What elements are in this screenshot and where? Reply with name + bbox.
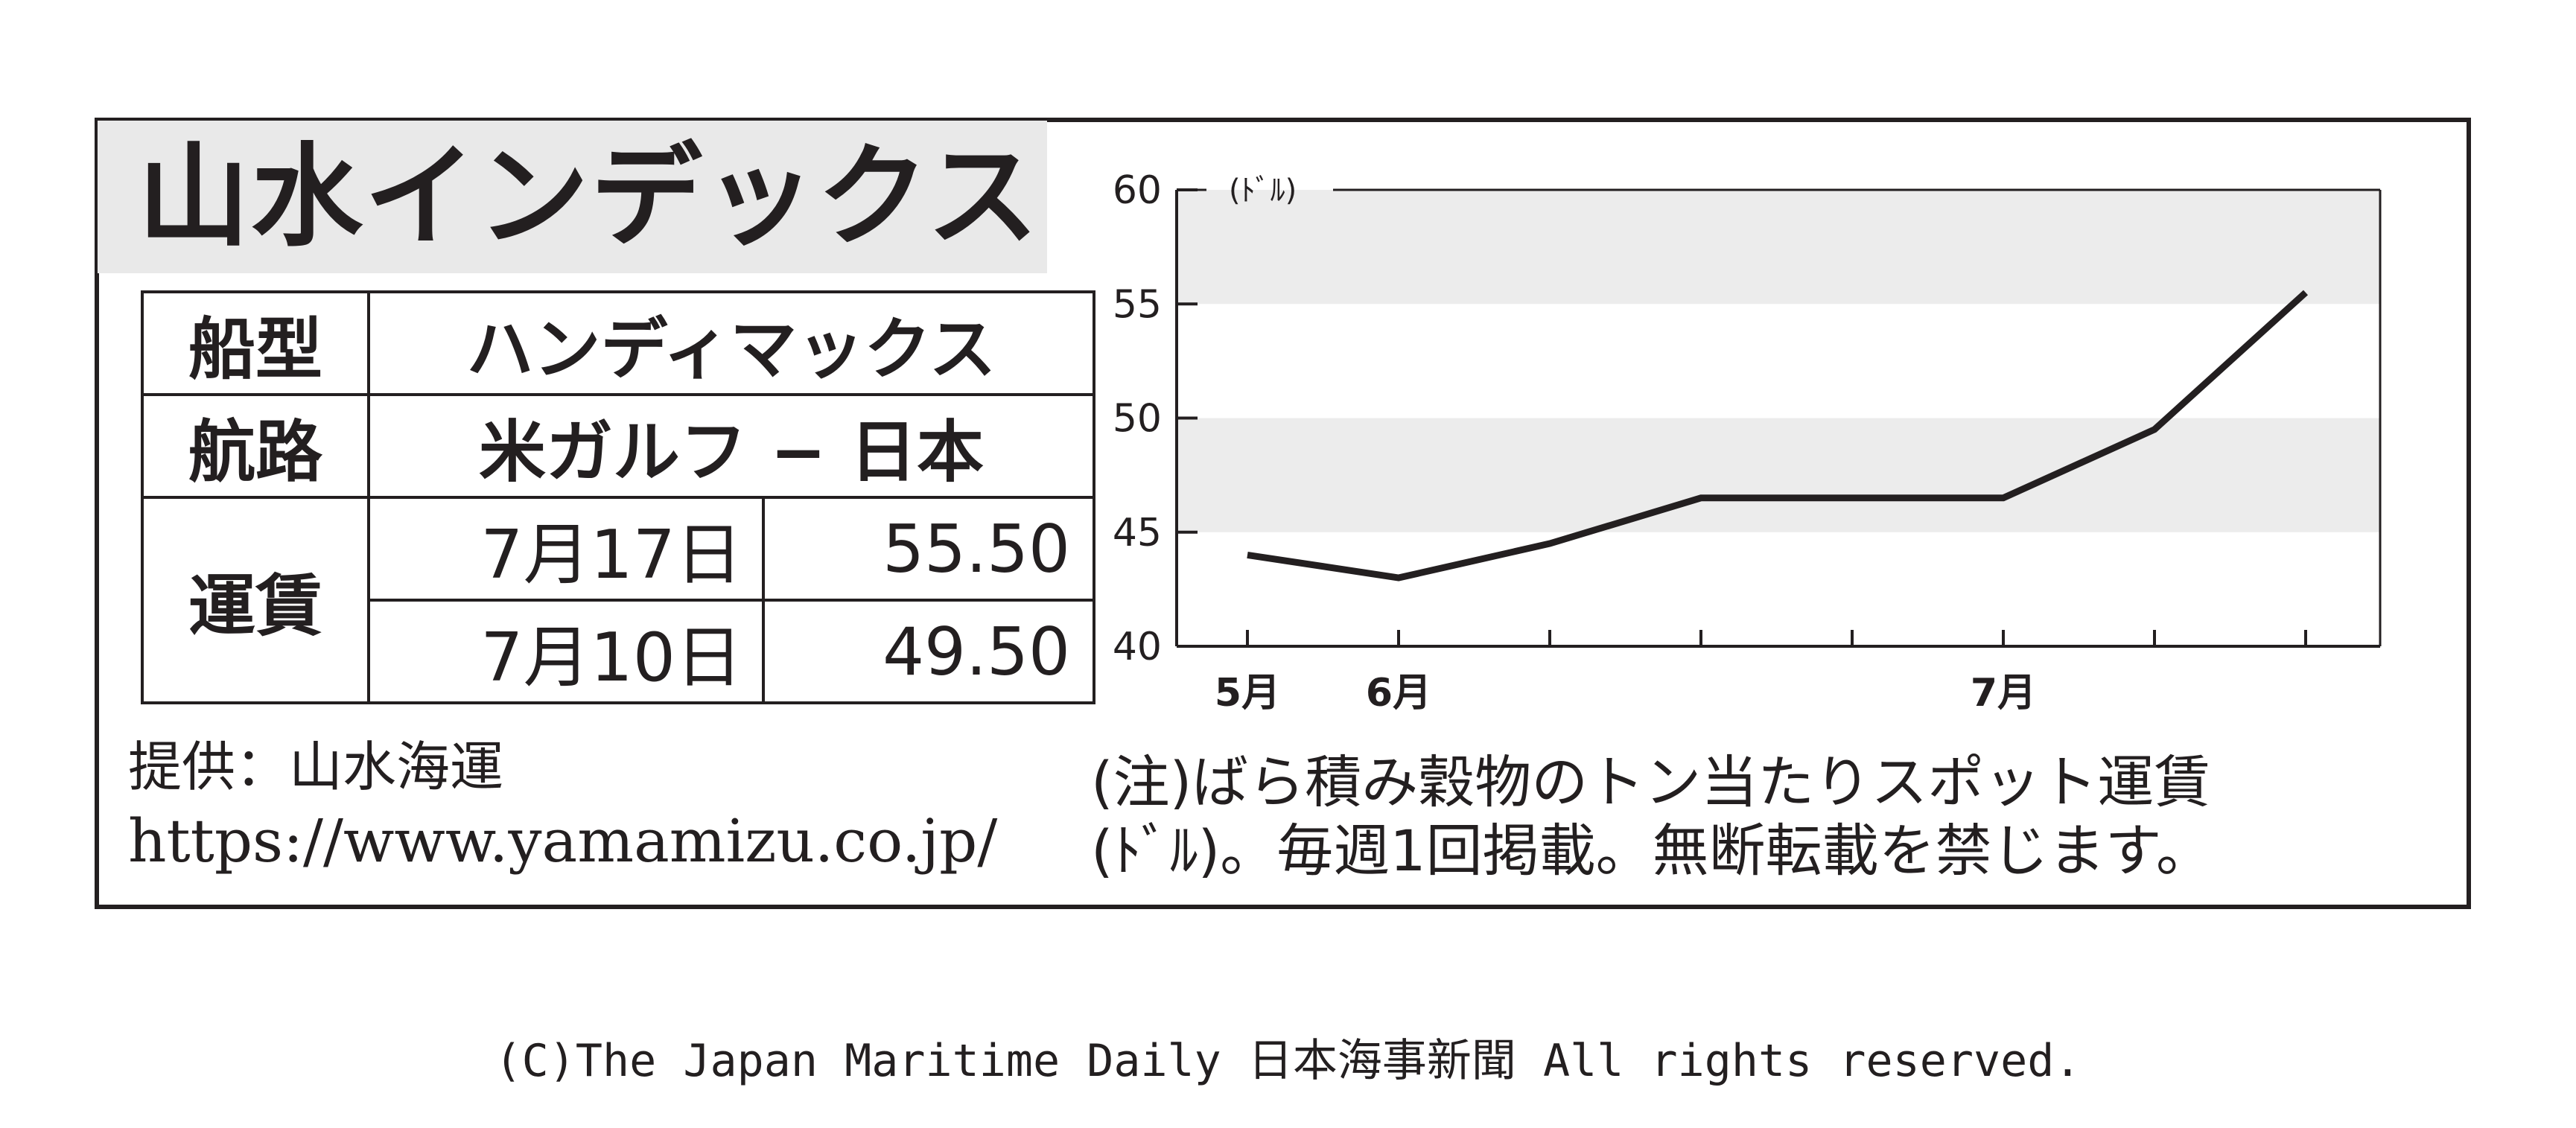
y-tick-label: 40 bbox=[1113, 625, 1162, 669]
y-tick-label: 45 bbox=[1113, 511, 1162, 555]
route-label: 航路 bbox=[141, 393, 370, 499]
provider-text: 提供：山水海運 bbox=[128, 736, 504, 798]
freight-date: 7月17日 bbox=[367, 496, 765, 602]
provider-url: https://www.yamamizu.co.jp/ bbox=[128, 806, 998, 876]
outer-frame bbox=[95, 118, 2471, 909]
table-row: 運賃 7月17日 55.50 bbox=[141, 496, 1095, 704]
freight-label: 運賃 bbox=[141, 496, 370, 704]
x-tick-label: 5月 bbox=[1215, 671, 1280, 716]
index-title: 山水インデックス bbox=[138, 133, 1040, 262]
freight-date: 7月10日 bbox=[367, 599, 765, 704]
ship-type-label: 船型 bbox=[141, 290, 370, 396]
chart-note-line1: (注)ばら積み穀物のトン当たりスポット運賃 bbox=[1091, 749, 2211, 815]
grid-band bbox=[1177, 418, 2380, 532]
x-tick-label: 7月 bbox=[1971, 671, 2036, 716]
table-row: 船型 ハンディマックス bbox=[141, 290, 1095, 396]
info-table: 船型 ハンディマックス 航路 米ガルフ − 日本 運賃 7月17日 55.50 … bbox=[141, 290, 1095, 704]
unit-label: (ﾄﾞﾙ) bbox=[1229, 173, 1297, 208]
y-tick-label: 55 bbox=[1113, 282, 1162, 327]
freight-value: 55.50 bbox=[762, 496, 1095, 602]
grid-band bbox=[1177, 190, 2380, 305]
y-tick-label: 60 bbox=[1113, 168, 1162, 213]
x-tick-label: 6月 bbox=[1366, 671, 1431, 716]
title-background bbox=[98, 121, 1047, 273]
route-value: 米ガルフ − 日本 bbox=[367, 393, 1095, 499]
copyright-notice: (C)The Japan Maritime Daily 日本海事新聞 All r… bbox=[494, 1035, 2082, 1087]
freight-series-line bbox=[1247, 290, 2309, 581]
ship-type-value: ハンディマックス bbox=[367, 290, 1095, 396]
freight-value: 49.50 bbox=[762, 599, 1095, 704]
table-row: 7月10日 49.50 bbox=[142, 599, 1095, 704]
y-tick-label: 50 bbox=[1113, 397, 1162, 442]
chart-note-line2: (ﾄﾞﾙ)。毎週1回掲載。無断転載を禁じます。 bbox=[1091, 818, 2213, 884]
table-row: 航路 米ガルフ − 日本 bbox=[141, 393, 1095, 499]
